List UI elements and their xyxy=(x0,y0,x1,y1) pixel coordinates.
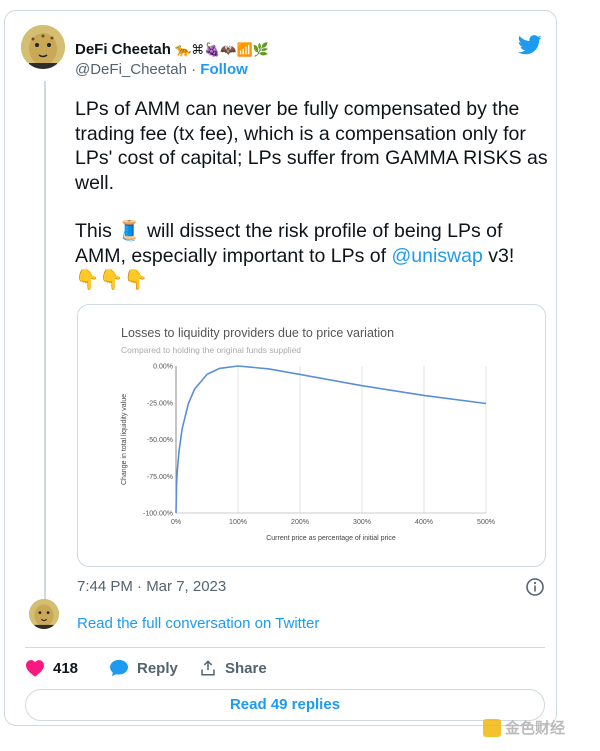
speech-bubble-icon xyxy=(110,659,128,677)
heart-icon xyxy=(26,660,44,677)
read-replies-button[interactable]: Read 49 replies xyxy=(25,689,545,721)
chart-y-tick-label: -75.00% xyxy=(147,474,173,481)
mention-link[interactable]: @uniswap xyxy=(391,244,483,267)
pointing-emojis: 👇👇👇 xyxy=(75,269,148,291)
tweet-paragraph-1: LPs of AMM can never be fully compensate… xyxy=(75,98,548,194)
chart-y-tick-label: 0.00% xyxy=(153,364,173,371)
tweet-paragraph-2: This 🧵 will dissect the risk profile of … xyxy=(75,219,550,293)
chart-x-tick-label: 200% xyxy=(291,519,309,526)
share-button[interactable]: Share xyxy=(199,659,267,677)
chart-y-tick-label: -50.00% xyxy=(147,437,173,444)
twitter-bird-icon[interactable] xyxy=(517,34,542,61)
like-count: 418 xyxy=(53,659,79,677)
chart-x-axis-title: Current price as percentage of initial p… xyxy=(266,535,396,542)
info-icon[interactable] xyxy=(525,577,545,602)
tweet-card: DeFi Cheetah 🐆⌘🍇🦇📶🌿 @DeFi_Cheetah · Foll… xyxy=(4,10,557,726)
watermark: 金色财经 xyxy=(483,717,565,738)
follow-button[interactable]: Follow xyxy=(200,61,248,78)
chart-x-tick-label: 100% xyxy=(229,519,247,526)
author-avatar[interactable] xyxy=(21,25,65,69)
reply-button[interactable]: Reply xyxy=(109,659,178,677)
tweet-paragraph-2-end: v3! xyxy=(482,244,515,267)
tweet-text: LPs of AMM can never be fully compensate… xyxy=(75,97,550,317)
read-conversation-link[interactable]: Read the full conversation on Twitter xyxy=(77,615,320,632)
reply-avatar[interactable] xyxy=(29,599,59,629)
chart-y-tick-label: -25.00% xyxy=(147,400,173,407)
chart-subtitle: Compared to holding the original funds s… xyxy=(121,345,302,355)
tweet-paragraph-2-text: This 🧵 will dissect the risk profile of … xyxy=(75,220,503,267)
chart-y-tick-label: -100.00% xyxy=(143,511,173,518)
chart-title: Losses to liquidity providers due to pri… xyxy=(121,326,395,340)
author-handle[interactable]: @DeFi_Cheetah xyxy=(75,61,187,78)
author-name[interactable]: DeFi Cheetah xyxy=(75,41,171,58)
chart-svg: 0% 100% 200% 300% 400% 500% 0.00% -25.00% -50.00… xyxy=(121,364,495,543)
chart-x-tick-label: 400% xyxy=(415,519,433,526)
tweet-media-chart[interactable]: Losses to liquidity providers due to pri… xyxy=(77,304,546,567)
watermark-text: 金色财经 xyxy=(505,720,566,737)
reply-label: Reply xyxy=(137,659,178,677)
author-handle-row: @DeFi_Cheetah · Follow xyxy=(75,61,248,78)
chart-x-tick-label: 500% xyxy=(477,519,495,526)
name-emojis: 🐆⌘🍇🦇📶🌿 xyxy=(175,42,269,57)
watermark-logo-icon xyxy=(483,718,501,737)
chart-x-tick-label: 0% xyxy=(171,519,181,526)
author-name-row[interactable]: DeFi Cheetah 🐆⌘🍇🦇📶🌿 xyxy=(75,41,269,58)
separator-dot: · xyxy=(191,61,197,78)
divider xyxy=(25,647,545,648)
thread-connector xyxy=(44,81,46,601)
chart-y-axis-title: Change in total liquidity value xyxy=(121,394,128,485)
share-icon xyxy=(201,660,215,676)
chart-x-tick-label: 300% xyxy=(353,519,371,526)
tweet-timestamp[interactable]: 7:44 PM · Mar 7, 2023 xyxy=(77,578,227,595)
like-button[interactable]: 418 xyxy=(25,659,78,677)
share-label: Share xyxy=(225,659,267,677)
chart-line-series xyxy=(175,365,487,514)
